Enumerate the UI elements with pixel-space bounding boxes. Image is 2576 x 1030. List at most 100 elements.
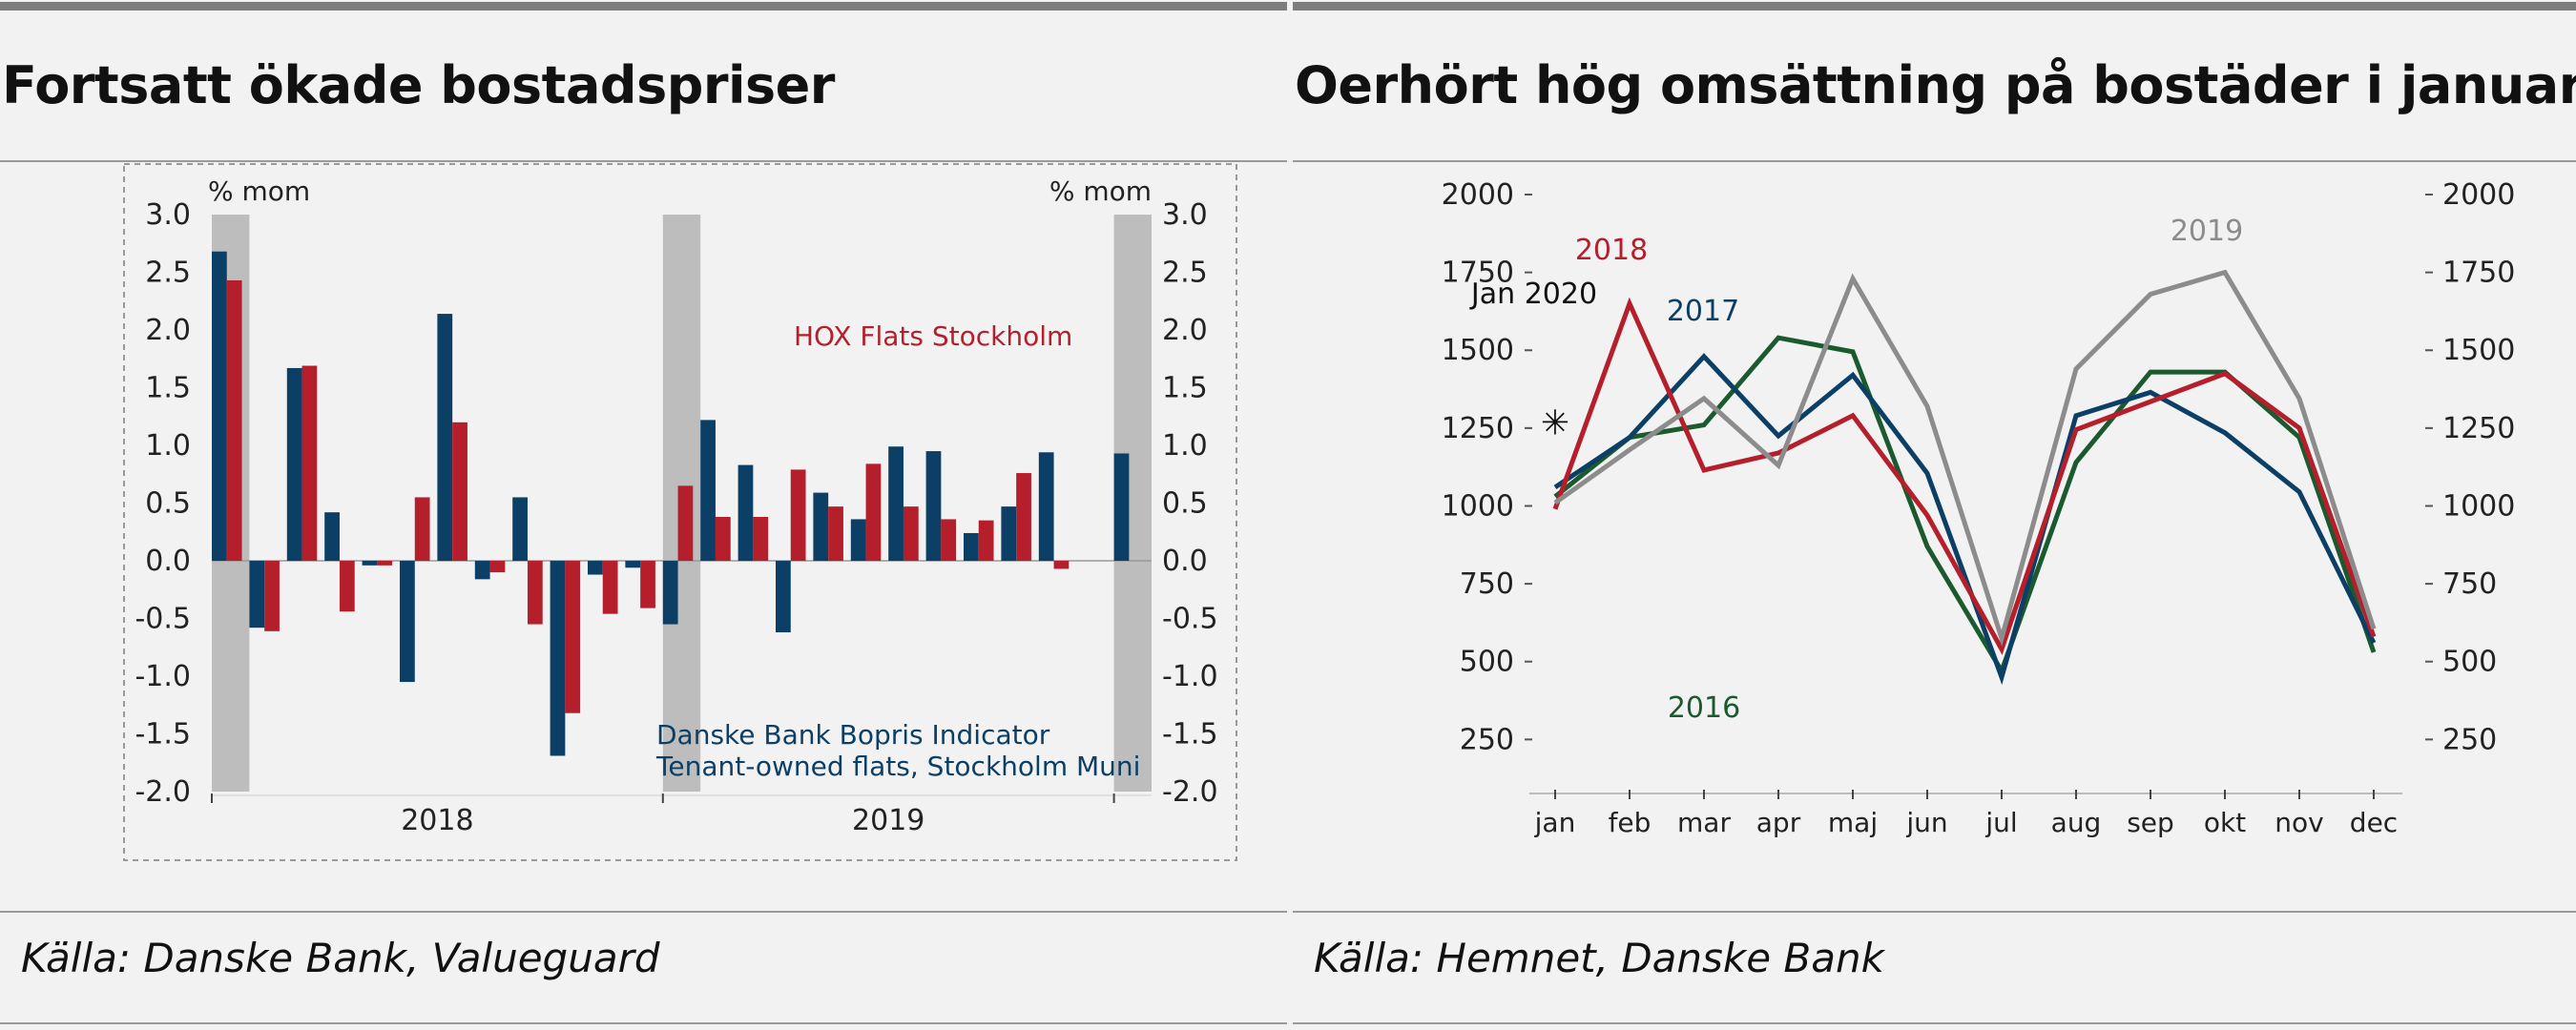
bottom-divider: [1293, 1022, 2576, 1024]
bar-bopris: [888, 446, 904, 561]
series-label-2019: 2019: [2171, 215, 2243, 248]
bar-bopris: [550, 561, 566, 756]
y-tick-label-left: 250: [1460, 723, 1514, 756]
y-tick-label-right: 1500: [2442, 334, 2515, 367]
line-series-2019: [1553, 269, 2377, 647]
y-tick-label-right: 0.0: [1162, 545, 1208, 578]
y-tick-label-right: 1.5: [1162, 372, 1208, 405]
bar-bopris: [362, 561, 378, 566]
plot-frame: [123, 163, 1237, 861]
y-tick-label-left: 0.5: [145, 487, 191, 521]
bopris-series-label: Danske Bank Bopris Indicator: [656, 719, 1050, 751]
bar-hox: [226, 279, 242, 561]
y-tick-label-left: 1.5: [145, 372, 191, 405]
series-label-jan-2020: Jan 2020: [1469, 278, 1597, 311]
y-tick-label-right: 750: [2442, 567, 2497, 601]
bar-bopris: [700, 420, 716, 561]
x-tick-label: dec: [2350, 807, 2398, 838]
y-tick-label-left: 1250: [1442, 412, 1514, 445]
y-tick-label-right: 1750: [2442, 257, 2515, 290]
y-tick-label-right: 500: [2442, 646, 2497, 679]
y-tick-label-left: 2.0: [145, 314, 191, 347]
y-tick-label-right: 2.5: [1162, 257, 1208, 290]
bar-hox: [828, 506, 843, 561]
bar-bopris: [1038, 452, 1054, 561]
bar-bopris: [249, 561, 265, 628]
line-chart: 2000 2000 1750 1750 1500 1500 1250 1250 1000 1000…: [1442, 178, 2516, 838]
bar-bopris: [512, 497, 528, 561]
bar-bopris: [850, 519, 866, 561]
bar-hox: [489, 561, 506, 573]
bar-hox: [865, 464, 882, 561]
y-tick-label-right: -0.5: [1162, 603, 1218, 636]
x-tick-label: aug: [2051, 807, 2102, 838]
bar-bopris: [964, 532, 979, 561]
x-tick-label: feb: [1609, 807, 1652, 838]
bar-bopris: [324, 512, 340, 561]
bar-bopris: [813, 492, 829, 561]
bar-hox: [264, 561, 280, 631]
bar-bopris: [737, 464, 754, 561]
line-series-2018: [1552, 297, 2377, 655]
left-chart-title: Fortsatt ökade bostadspriser: [2, 55, 835, 115]
source-divider: [0, 911, 1287, 913]
bar-bopris: [625, 561, 641, 568]
bar-hox: [1016, 473, 1031, 561]
bar-bopris: [925, 451, 942, 561]
bar-bopris: [212, 251, 227, 561]
right-chart-title: Oerhört hög omsättning på bostäder i jan…: [1295, 55, 2576, 115]
bar-hox: [527, 561, 543, 625]
y-tick-label-left: 1750: [1442, 257, 1514, 290]
y-tick-label-left: 2.5: [145, 257, 191, 290]
right-chart-panel: Oerhört hög omsättning på bostäder i jan…: [1293, 0, 2576, 1030]
bar-hox: [715, 517, 731, 561]
bar-hox: [452, 422, 467, 561]
x-tick-label: sep: [2127, 807, 2174, 838]
x-tick-label: jun: [1905, 807, 1947, 838]
bar-hox: [339, 561, 355, 612]
bar-hox: [753, 517, 769, 561]
top-divider: [1293, 2, 2576, 10]
bar-bopris: [662, 561, 678, 625]
x-tick-label: okt: [2204, 807, 2246, 838]
y-tick-label-right: -2.0: [1162, 775, 1218, 809]
bar-hox: [301, 365, 318, 561]
bar-hox: [602, 561, 618, 614]
y-unit-label-left: % mom: [208, 175, 310, 207]
bar-chart: 3.0 3.0 2.5 2.5 2.0 2.0 1.5 1.5 1.0 1.0 0.5 0.5 0.0 0…: [123, 163, 1237, 861]
left-chart-panel: Fortsatt ökade bostadspriser 3.0 3.0 2.5 2.…: [0, 0, 1287, 1030]
source-divider: [1293, 911, 2576, 913]
y-tick-label-right: 0.5: [1162, 487, 1208, 521]
y-tick-label-left: 1000: [1442, 489, 1514, 523]
y-tick-label-left: -1.0: [135, 660, 191, 693]
bar-bopris: [286, 367, 302, 561]
jan-2020-asterisk-marker: ✳: [1541, 403, 1569, 443]
bar-bopris: [437, 314, 453, 561]
bar-hox: [903, 506, 919, 561]
y-tick-label-left: 750: [1460, 567, 1514, 601]
bar-hox: [640, 561, 655, 608]
bottom-divider: [0, 1022, 1287, 1024]
x-tick-label: mar: [1677, 807, 1731, 838]
bar-bopris: [588, 561, 603, 575]
year-label: 2018: [401, 804, 473, 837]
y-tick-label-left: -2.0: [135, 775, 191, 809]
y-tick-label-left: 0.0: [145, 545, 191, 578]
x-tick-label: maj: [1828, 807, 1878, 838]
bar-bopris: [474, 561, 490, 580]
x-tick-label: apr: [1756, 807, 1801, 838]
y-tick-label-right: -1.0: [1162, 660, 1218, 693]
y-tick-label-left: 500: [1460, 646, 1514, 679]
y-tick-label-left: 2000: [1442, 178, 1514, 212]
y-tick-label-right: 250: [2442, 723, 2497, 756]
y-tick-label-left: 1500: [1442, 334, 1514, 367]
y-tick-label-left: 3.0: [145, 198, 191, 232]
y-tick-label-left: -0.5: [135, 603, 191, 636]
y-tick-label-right: 1250: [2442, 412, 2515, 445]
bar-bopris: [776, 561, 791, 633]
bopris-series-label: Tenant-owned flats, Stockholm Muni: [655, 751, 1140, 782]
bar-hox: [790, 469, 806, 561]
y-tick-label-right: 1000: [2442, 489, 2515, 523]
hox-series-label: HOX Flats Stockholm: [794, 320, 1072, 352]
y-tick-label-left: 1.0: [145, 429, 191, 463]
